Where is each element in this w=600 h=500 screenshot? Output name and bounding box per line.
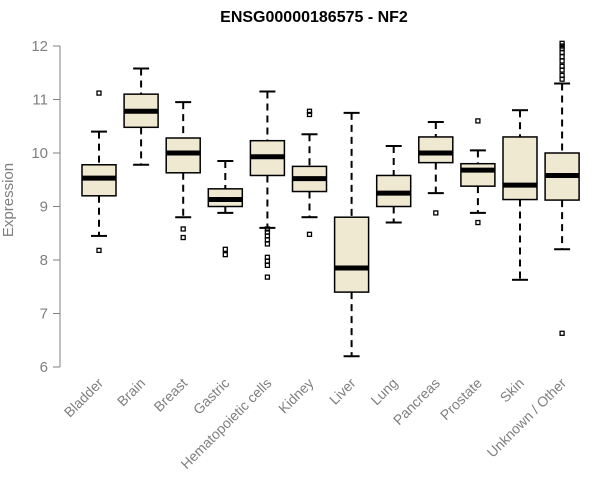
outlier-point	[559, 43, 565, 49]
box-breast	[165, 101, 201, 241]
box-pancreas	[418, 120, 454, 216]
outlier-point	[433, 210, 439, 216]
outlier-point	[264, 226, 271, 232]
x-tick-label: Skin	[497, 375, 528, 406]
box-skin	[502, 109, 538, 281]
x-tick-label: Lung	[367, 375, 400, 408]
outlier-point	[264, 274, 271, 280]
y-tick-label: 10	[31, 145, 48, 162]
box-kidney	[291, 108, 328, 237]
box-lung	[375, 145, 412, 224]
outlier-point	[559, 330, 565, 336]
iqr-box	[418, 136, 454, 164]
x-tick-label: Breast	[150, 375, 190, 415]
iqr-box	[502, 136, 538, 201]
outlier-point	[264, 262, 271, 269]
outlier-point	[180, 234, 186, 241]
outlier-point	[222, 251, 228, 258]
box-hematopoietic-cells	[249, 90, 286, 280]
outlier-point	[306, 231, 313, 237]
x-tick-label: Pancreas	[390, 375, 443, 428]
x-tick-label: Unknown / Other	[484, 375, 570, 461]
box-brain	[123, 67, 159, 166]
x-tick-label: Prostate	[437, 375, 485, 423]
outlier-point	[96, 247, 102, 254]
y-tick-label: 6	[40, 359, 48, 376]
chart-title: ENSG00000186575 - NF2	[220, 9, 408, 26]
y-tick-label: 8	[40, 252, 48, 269]
y-tick-label: 12	[31, 38, 48, 55]
outlier-point	[180, 226, 186, 232]
y-tick-label: 11	[32, 92, 48, 109]
y-axis-ticks: 6 7 8 9 10 11 12	[31, 38, 60, 376]
y-axis-title: Expression	[0, 163, 17, 237]
outlier-point	[559, 58, 565, 64]
box-prostate	[460, 118, 496, 226]
iqr-box	[333, 216, 370, 293]
outlier-point	[306, 108, 313, 114]
outlier-point	[559, 76, 565, 82]
outlier-point	[222, 246, 228, 252]
y-tick-label: 7	[40, 306, 48, 323]
iqr-box	[460, 162, 496, 187]
outlier-point	[475, 219, 481, 226]
box-unknown-other	[544, 40, 580, 336]
outlier-point	[559, 54, 565, 60]
x-tick-label: Kidney	[275, 375, 317, 417]
box-series	[81, 40, 580, 358]
outlier-point	[306, 111, 313, 118]
outlier-point	[264, 237, 271, 243]
outlier-point	[96, 90, 102, 96]
outlier-point	[264, 258, 271, 264]
outlier-point	[559, 49, 565, 56]
x-tick-label: Bladder	[61, 375, 107, 421]
y-tick-label: 9	[40, 199, 48, 216]
outlier-point	[559, 40, 565, 46]
box-bladder	[81, 90, 117, 254]
outlier-point	[559, 67, 565, 73]
box-liver	[333, 111, 370, 358]
box-gastric	[207, 160, 244, 258]
x-tick-label: Brain	[114, 375, 148, 409]
outlier-point	[264, 241, 271, 247]
outlier-point	[475, 118, 481, 124]
x-tick-label: Liver	[326, 375, 359, 408]
